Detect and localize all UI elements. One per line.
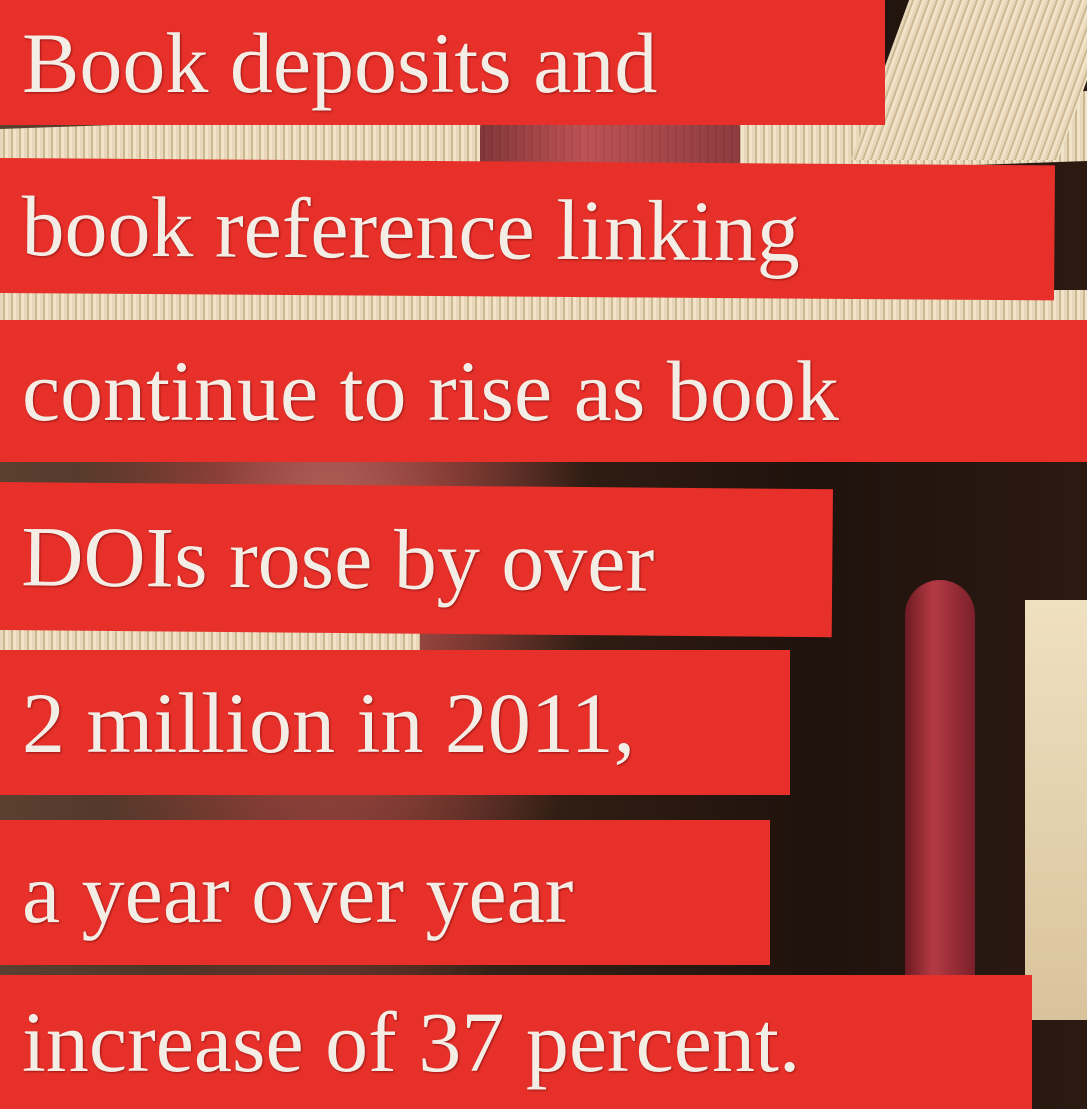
headline-line: a year over year (22, 850, 573, 936)
book-pages (851, 0, 1087, 160)
text-banner: book reference linking (0, 158, 1055, 300)
text-banner: DOIs rose by over (0, 482, 833, 637)
headline-line: increase of 37 percent. (22, 999, 800, 1085)
book-spine (905, 580, 975, 1010)
text-banner: a year over year (0, 820, 770, 965)
page: Book deposits and book reference linking c… (0, 0, 1087, 1109)
text-banner: increase of 37 percent. (0, 975, 1032, 1109)
headline-line: 2 million in 2011, (22, 680, 635, 766)
text-banner: Book deposits and (0, 0, 885, 125)
text-banner: continue to rise as book (0, 320, 1087, 462)
headline-line: Book deposits and (22, 20, 657, 106)
book-pages (1025, 600, 1087, 1020)
headline-line: continue to rise as book (22, 348, 839, 434)
headline-line: DOIs rose by over (21, 513, 655, 605)
headline-line: book reference linking (21, 183, 800, 274)
text-banner: 2 million in 2011, (0, 650, 790, 795)
